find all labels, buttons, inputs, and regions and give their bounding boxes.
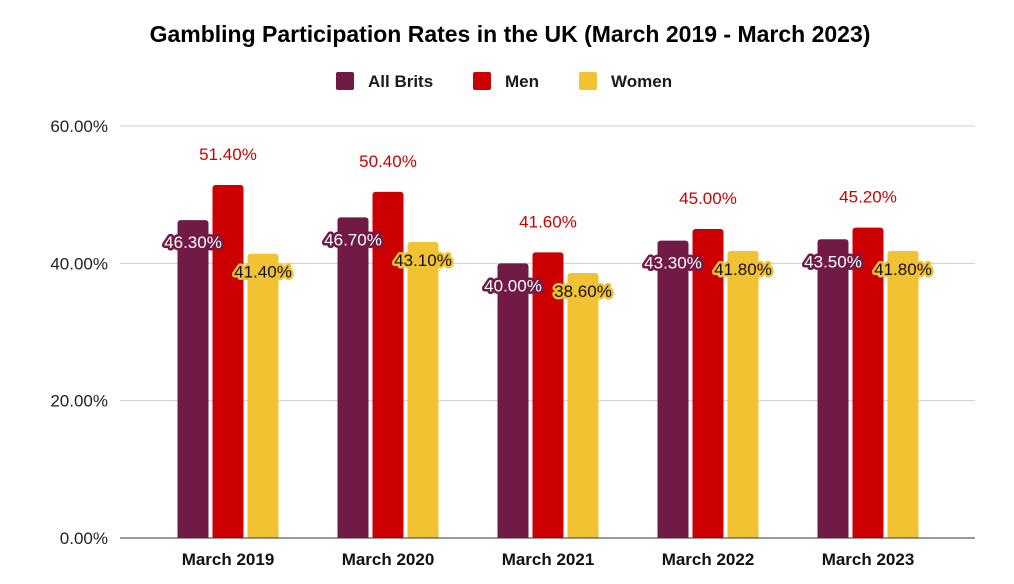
x-axis: March 2019 March 2020 March 2021 March 2022… [120, 537, 975, 569]
bar-base-all-brits-4 [817, 534, 849, 538]
legend-swatch-women [579, 72, 597, 90]
bar-women-2 [567, 272, 599, 538]
x-tick-label: March 2021 [502, 550, 595, 569]
chart-title: Gambling Participation Rates in the UK (… [150, 21, 871, 47]
bar-base-men-1 [372, 534, 404, 538]
data-label-women-1: 43.10% [394, 251, 452, 270]
bar-women-1 [407, 242, 439, 538]
bar-men-1 [372, 191, 404, 539]
bar-men-4 [852, 227, 884, 539]
y-tick-label: 40.00% [50, 254, 108, 273]
bar-men-3 [692, 229, 724, 538]
bar-all-brits-1 [337, 217, 369, 538]
x-tick-label: March 2022 [662, 550, 755, 569]
data-labels: 46.30% 51.40% 41.40% 46.70% 50.40% 43.10% 40.0… [162, 145, 935, 303]
data-label-men-4: 45.20% [839, 188, 897, 207]
bar-men-0 [212, 185, 244, 538]
bar-base-women-3 [727, 534, 759, 538]
data-label-men-0: 51.40% [199, 145, 257, 164]
data-label-women-0: 41.40% [234, 263, 292, 282]
data-label-men-2: 41.60% [519, 212, 577, 231]
bar-women-3 [727, 250, 759, 538]
bar-base-women-4 [887, 534, 919, 538]
bar-base-all-brits-3 [657, 534, 689, 538]
legend: All Brits Men Women [336, 72, 672, 91]
bar-all-brits-2 [497, 263, 529, 538]
y-tick-label: 0.00% [60, 529, 108, 548]
y-axis: 0.00% 20.00% 40.00% 60.00% [50, 117, 108, 548]
data-label-all-brits-2: 40.00% [484, 276, 542, 295]
bar-base-men-2 [532, 534, 564, 538]
data-label-men-1: 50.40% [359, 152, 417, 171]
legend-label-women: Women [611, 72, 672, 91]
data-label-women-3: 41.80% [714, 260, 772, 279]
bar-base-all-brits-1 [337, 534, 369, 538]
bar-base-all-brits-0 [177, 534, 209, 538]
data-label-all-brits-1: 46.70% [324, 230, 382, 249]
data-label-all-brits-0: 46.30% [164, 233, 222, 252]
y-tick-label: 60.00% [50, 117, 108, 136]
data-label-women-4: 41.80% [874, 260, 932, 279]
legend-label-men: Men [505, 72, 539, 91]
legend-swatch-men [473, 72, 491, 90]
bar-base-women-0 [247, 534, 279, 538]
data-label-men-3: 45.00% [679, 189, 737, 208]
bar-base-all-brits-2 [497, 534, 529, 538]
y-tick-label: 20.00% [50, 392, 108, 411]
bar-all-brits-4 [817, 239, 849, 539]
bar-base-women-1 [407, 534, 439, 538]
data-label-women-2: 38.60% [554, 282, 612, 301]
bar-base-women-2 [567, 534, 599, 538]
bar-women-4 [887, 250, 919, 538]
bar-all-brits-3 [657, 240, 689, 538]
data-label-all-brits-4: 43.50% [804, 252, 862, 271]
bar-men-2 [532, 252, 564, 538]
legend-label-all-brits: All Brits [368, 72, 433, 91]
bar-base-men-3 [692, 534, 724, 538]
x-tick-label: March 2020 [342, 550, 435, 569]
data-label-all-brits-3: 43.30% [644, 254, 702, 273]
bar-all-brits-0 [177, 220, 209, 538]
legend-swatch-all-brits [336, 72, 354, 90]
x-tick-label: March 2019 [182, 550, 275, 569]
bars [177, 185, 919, 539]
bar-base-men-4 [852, 534, 884, 538]
bar-women-0 [247, 253, 279, 538]
bar-base-men-0 [212, 534, 244, 538]
x-tick-label: March 2023 [822, 550, 915, 569]
